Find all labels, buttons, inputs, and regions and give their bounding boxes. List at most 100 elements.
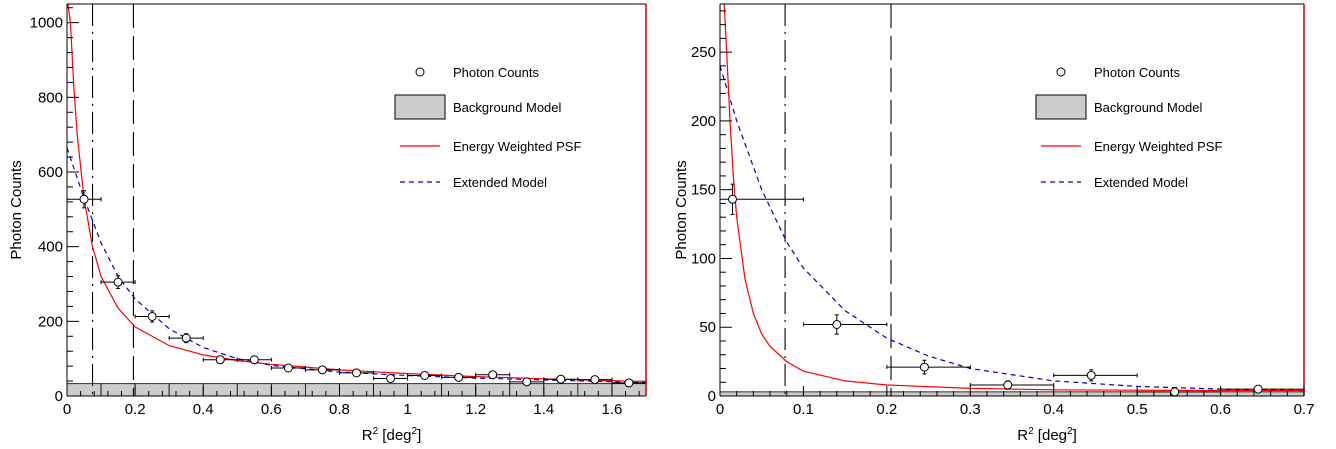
photon-count-point [509, 377, 545, 387]
background-bin [270, 383, 306, 396]
y-tick-label: 250 [691, 44, 716, 61]
x-tick-label: 0.2 [125, 401, 146, 418]
background-bin [1053, 391, 1138, 396]
photon-count-marker [1086, 370, 1096, 380]
photon-count-marker [728, 194, 738, 204]
photon-count-marker [317, 365, 327, 375]
photon-count-marker [79, 194, 89, 204]
x-axis-label-superscript: 2 [1067, 426, 1073, 437]
chart-right: 0 0.1 0.2 0.3 0.4 0.5 0.6 0.7 0 50 100 150 200 250 R2 … [673, 3, 1314, 444]
photon-count-marker [1003, 380, 1013, 390]
photon-count-point [338, 368, 375, 378]
x-tick-label: 0 [716, 401, 724, 418]
photon-count-point [270, 363, 306, 373]
y-tick-label: 0 [55, 388, 63, 405]
photon-count-marker [215, 355, 225, 365]
legend: Photon Counts Background Model Energy Weig… [1035, 65, 1222, 190]
x-axis-label: R2 [deg2] [1017, 426, 1077, 444]
x-tick-label: 1 [403, 401, 411, 418]
photon-count-point [100, 275, 136, 289]
background-bin [305, 383, 340, 396]
photon-count-marker [386, 373, 396, 383]
photon-count-point [886, 359, 971, 375]
x-axis-label-part: [deg [378, 427, 411, 444]
photon-count-point [969, 380, 1055, 390]
photon-count-point [236, 355, 272, 365]
photon-count-point [543, 374, 579, 384]
photon-count-point [168, 333, 204, 344]
x-tick-label: 1.4 [533, 401, 554, 418]
plot-area [67, 4, 646, 396]
extended-model-curve [67, 147, 646, 384]
background-bin [67, 383, 102, 396]
chart-left: 0 0.2 0.4 0.6 0.8 1 1.2 1.4 1.6 0 200 400 600 800 1000… [8, 3, 647, 444]
x-tick-label: 0.6 [1210, 401, 1231, 418]
photon-count-point [1220, 384, 1304, 394]
y-tick-label: 600 [38, 164, 63, 181]
energy-weighted-psf-curve [67, 4, 646, 382]
background-bin [1220, 391, 1304, 396]
y-tick-label: 200 [38, 313, 63, 330]
extended-model-curve [720, 65, 1304, 392]
legend-label: Background Model [1094, 100, 1203, 115]
background-bin [134, 383, 170, 396]
legend: Photon Counts Background Model Energy Weig… [394, 65, 581, 190]
photon-count-point [304, 365, 340, 375]
plot-area [720, 4, 1304, 396]
photon-count-point [475, 370, 511, 380]
x-axis-label-superscript: 2 [373, 426, 379, 437]
x-axis-label-part: ] [417, 427, 421, 444]
background-bin [543, 383, 579, 396]
background-bin [202, 383, 238, 396]
legend-photon-marker [415, 67, 425, 77]
photon-count-point [802, 314, 888, 335]
photon-count-point [407, 370, 443, 380]
background-bin [407, 383, 443, 396]
y-tick-label: 800 [38, 89, 63, 106]
legend-background-swatch [394, 94, 446, 120]
legend-photon-marker [1056, 67, 1066, 77]
background-bin [969, 391, 1055, 396]
x-axis-label-superscript: 2 [1028, 426, 1034, 437]
x-axis-label: R2 [deg2] [362, 426, 422, 444]
x-axis-label-superscript: 2 [412, 426, 418, 437]
x-tick-label: 0.6 [261, 401, 282, 418]
photon-count-point [720, 183, 804, 215]
y-tick-label: 50 [699, 319, 716, 336]
y-axis-label: Photon Counts [673, 160, 690, 259]
background-bin [168, 383, 204, 396]
x-tick-label: 0 [63, 401, 71, 418]
x-tick-label: 0.3 [960, 401, 981, 418]
x-axis-label-part: ] [1073, 427, 1077, 444]
legend-label: Extended Model [453, 175, 547, 190]
photon-count-marker [352, 368, 361, 378]
photon-count-point [441, 372, 477, 382]
photon-count-point [134, 310, 170, 323]
background-bin [886, 391, 971, 396]
background-bin [236, 383, 272, 396]
photon-count-point [611, 378, 646, 388]
photon-count-point [202, 355, 238, 365]
y-tick-label: 100 [691, 250, 716, 267]
x-tick-label: 0.4 [193, 401, 214, 418]
x-tick-label: 1.6 [602, 401, 623, 418]
background-bin [803, 391, 888, 396]
y-tick-label: 400 [38, 239, 63, 256]
photon-count-point [1053, 369, 1138, 382]
x-axis-label-part: [deg [1034, 427, 1067, 444]
x-axis-label-part: R [362, 427, 373, 444]
x-tick-label: 0.4 [1043, 401, 1064, 418]
x-tick-label: 1.2 [465, 401, 486, 418]
background-bin [720, 391, 804, 396]
background-bin [441, 383, 477, 396]
photon-count-marker [488, 370, 498, 380]
photon-count-point [373, 373, 409, 383]
legend-label: Background Model [453, 100, 562, 115]
y-tick-label: 150 [691, 182, 716, 199]
legend-label: Energy Weighted PSF [453, 139, 581, 154]
background-bin [339, 383, 374, 396]
background-bin [475, 383, 511, 396]
x-tick-label: 0.2 [876, 401, 897, 418]
photon-count-marker [147, 311, 157, 321]
photon-count-marker [249, 355, 259, 365]
